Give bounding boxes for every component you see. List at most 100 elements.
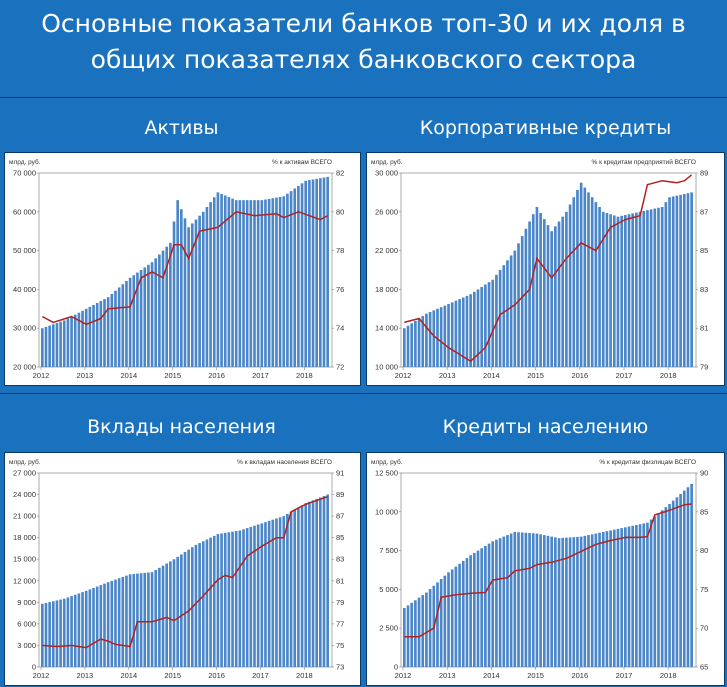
bar [220, 193, 223, 367]
bar [671, 196, 675, 367]
bar [579, 182, 583, 367]
bar [183, 552, 187, 667]
bar [653, 208, 657, 367]
bar [587, 192, 590, 367]
y2-tick-label: 87 [336, 512, 344, 521]
bar [675, 195, 679, 367]
bar [531, 533, 535, 667]
bar [154, 258, 158, 367]
bar [275, 197, 278, 367]
bar [216, 192, 220, 367]
bar [679, 493, 682, 667]
bar [308, 180, 311, 367]
right-unit-label: % к вкладам населения ВСЕГО [237, 459, 332, 466]
bar [542, 535, 546, 667]
bar [92, 587, 95, 667]
bar [198, 543, 201, 667]
y-tick-label: 10 000 [375, 363, 398, 372]
bar [231, 198, 234, 367]
y2-tick-label: 79 [700, 363, 708, 372]
bar [679, 194, 682, 367]
bar [300, 183, 304, 367]
y2-tick-label: 77 [336, 619, 344, 628]
bar [502, 536, 506, 667]
x-tick-label: 2015 [527, 371, 544, 380]
bar [114, 579, 117, 667]
bar [594, 533, 598, 667]
bar [99, 585, 103, 667]
bar [664, 202, 668, 367]
bar [605, 531, 609, 667]
bar [465, 295, 469, 367]
bar [436, 582, 439, 667]
y2-tick-label: 89 [700, 169, 708, 178]
bar [660, 510, 664, 667]
bar [73, 594, 77, 667]
bar [62, 320, 66, 367]
bar [70, 316, 73, 367]
bar [668, 504, 671, 667]
bar [476, 289, 480, 367]
y-tick-label: 40 000 [13, 285, 36, 294]
bar [176, 200, 179, 367]
x-tick-label: 2015 [164, 671, 181, 680]
left-unit-label: млрд. руб. [9, 458, 41, 466]
bar [311, 179, 315, 367]
bar [44, 326, 48, 367]
bar [220, 533, 223, 667]
y-tick-label: 20 000 [13, 363, 36, 372]
bar [132, 573, 136, 667]
bar [439, 307, 443, 367]
bar [612, 215, 616, 367]
bar [212, 535, 216, 667]
bar [450, 302, 454, 367]
divider-middle [0, 393, 727, 394]
bar [183, 218, 187, 367]
bar [187, 549, 190, 667]
bar [194, 544, 198, 667]
bar [635, 212, 638, 367]
bar [421, 316, 425, 367]
bar [657, 207, 660, 367]
bar [187, 227, 190, 367]
bar [227, 532, 231, 667]
y-tick-label: 30 000 [375, 169, 398, 178]
bar [271, 198, 275, 367]
y-tick-label: 18 000 [375, 285, 398, 294]
y-tick-label: 26 000 [375, 207, 398, 216]
bar [62, 598, 66, 667]
bar [51, 601, 55, 667]
bar [165, 246, 169, 367]
bar [264, 522, 267, 667]
y-tick-label: 27 000 [13, 469, 36, 478]
y-tick-label: 30 000 [13, 324, 36, 333]
bar [201, 211, 205, 367]
bar [315, 178, 319, 367]
bar [88, 589, 92, 667]
bar [84, 308, 88, 367]
bar [169, 561, 172, 667]
bar [92, 304, 95, 367]
bar [227, 197, 231, 367]
bar [231, 531, 234, 667]
bar [627, 214, 631, 367]
y-tick-label: 21 000 [13, 512, 36, 521]
bar [531, 214, 535, 367]
bar [414, 320, 417, 367]
y-tick-label: 15 000 [13, 555, 36, 564]
bar [403, 328, 406, 367]
y-tick-label: 9 000 [17, 598, 36, 607]
bar [286, 193, 289, 367]
x-tick-label: 2017 [616, 371, 633, 380]
bar [260, 200, 264, 367]
bar [542, 219, 546, 367]
bar [282, 196, 286, 367]
bar [624, 215, 627, 367]
y2-tick-label: 76 [336, 285, 344, 294]
x-tick-label: 2016 [208, 671, 225, 680]
bar [245, 528, 249, 667]
bar [616, 216, 620, 367]
bar [319, 497, 322, 667]
bar [216, 534, 220, 667]
bar [428, 589, 432, 667]
